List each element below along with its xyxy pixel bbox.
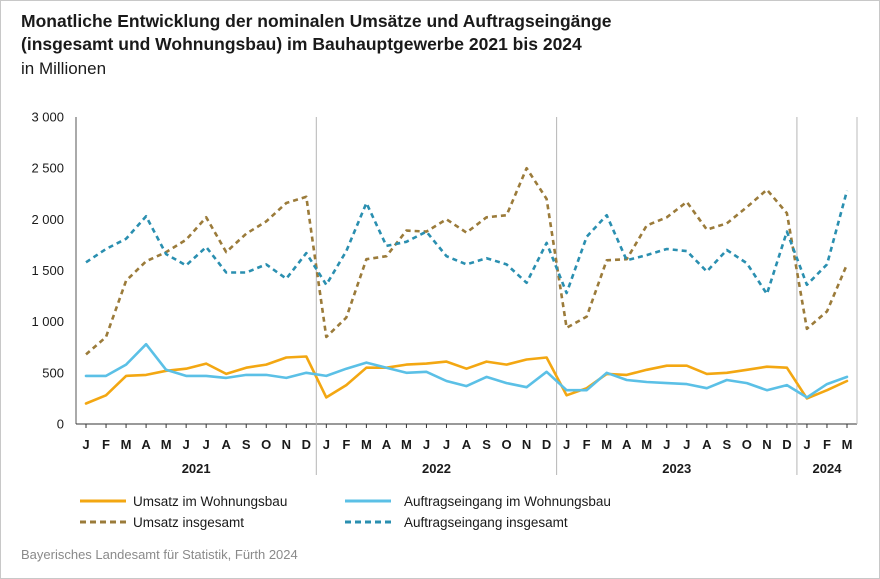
month-label: M xyxy=(161,437,172,452)
year-label: 2021 xyxy=(182,461,211,476)
month-label: M xyxy=(641,437,652,452)
y-tick-label: 2 500 xyxy=(31,161,64,176)
month-label: N xyxy=(522,437,531,452)
month-label: A xyxy=(622,437,632,452)
legend-label: Auftragseingang im Wohnungsbau xyxy=(404,494,611,509)
chart-title: Monatliche Entwicklung der nominalen Ums… xyxy=(21,10,612,56)
month-label: J xyxy=(203,437,210,452)
month-label: J xyxy=(323,437,330,452)
month-label: A xyxy=(462,437,472,452)
month-label: A xyxy=(141,437,151,452)
month-label: A xyxy=(221,437,231,452)
month-label: S xyxy=(722,437,731,452)
y-tick-label: 1 500 xyxy=(31,263,64,278)
month-label: N xyxy=(282,437,291,452)
y-tick-label: 0 xyxy=(57,417,64,432)
month-label: M xyxy=(121,437,132,452)
series-lines xyxy=(84,166,849,405)
month-label: M xyxy=(361,437,372,452)
month-label: O xyxy=(501,437,511,452)
month-label: O xyxy=(261,437,271,452)
month-label: S xyxy=(482,437,491,452)
line-chart: 0 500 1 000 1 500 2 000 2 500 3 000 2021 2022 202… xyxy=(31,110,858,530)
legend-label: Umsatz im Wohnungsbau xyxy=(133,494,287,509)
legend: Umsatz im Wohnungsbau Auftragseingang im … xyxy=(80,494,611,530)
month-label: D xyxy=(782,437,791,452)
month-label: F xyxy=(823,437,831,452)
year-label: 2024 xyxy=(813,461,843,476)
month-label: D xyxy=(302,437,311,452)
month-label: M xyxy=(842,437,853,452)
series-line-3 xyxy=(85,166,849,356)
month-label: J xyxy=(423,437,430,452)
legend-label: Umsatz insgesamt xyxy=(133,515,244,530)
series-line-4 xyxy=(85,190,849,296)
y-tick-label: 3 000 xyxy=(31,110,64,125)
month-label: J xyxy=(82,437,89,452)
month-label: N xyxy=(762,437,771,452)
year-label: 2023 xyxy=(662,461,691,476)
series-line-1 xyxy=(84,355,849,405)
month-label: S xyxy=(242,437,251,452)
month-label: J xyxy=(663,437,670,452)
y-tick-label: 2 000 xyxy=(31,212,64,227)
title-line-2: (insgesamt und Wohnungsbau) im Bauhauptg… xyxy=(21,34,582,54)
month-label: J xyxy=(563,437,570,452)
title-line-1: Monatliche Entwicklung der nominalen Ums… xyxy=(21,11,612,31)
month-label: F xyxy=(102,437,110,452)
series-line-2 xyxy=(84,342,849,399)
month-label: M xyxy=(601,437,612,452)
y-tick-label: 500 xyxy=(42,365,64,380)
month-label: J xyxy=(443,437,450,452)
month-label: O xyxy=(742,437,752,452)
month-label: D xyxy=(542,437,551,452)
month-label: F xyxy=(583,437,591,452)
year-label: 2022 xyxy=(422,461,451,476)
month-label: J xyxy=(683,437,690,452)
axes: 0 500 1 000 1 500 2 000 2 500 3 000 2021 2022 202… xyxy=(31,110,858,476)
y-tick-label: 1 000 xyxy=(31,314,64,329)
month-label: A xyxy=(382,437,392,452)
month-label: A xyxy=(702,437,712,452)
month-label: J xyxy=(803,437,810,452)
unit-label: in Millionen xyxy=(21,59,107,78)
month-label: J xyxy=(183,437,190,452)
source-note: Bayerisches Landesamt für Statistik, Für… xyxy=(21,547,298,562)
legend-label: Auftragseingang insgesamt xyxy=(404,515,568,530)
month-label: M xyxy=(401,437,412,452)
month-label: F xyxy=(342,437,350,452)
